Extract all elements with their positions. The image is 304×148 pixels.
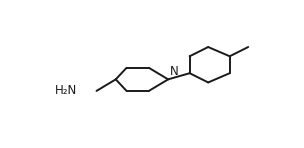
Text: N: N [170,65,178,78]
Text: H₂N: H₂N [55,84,77,97]
